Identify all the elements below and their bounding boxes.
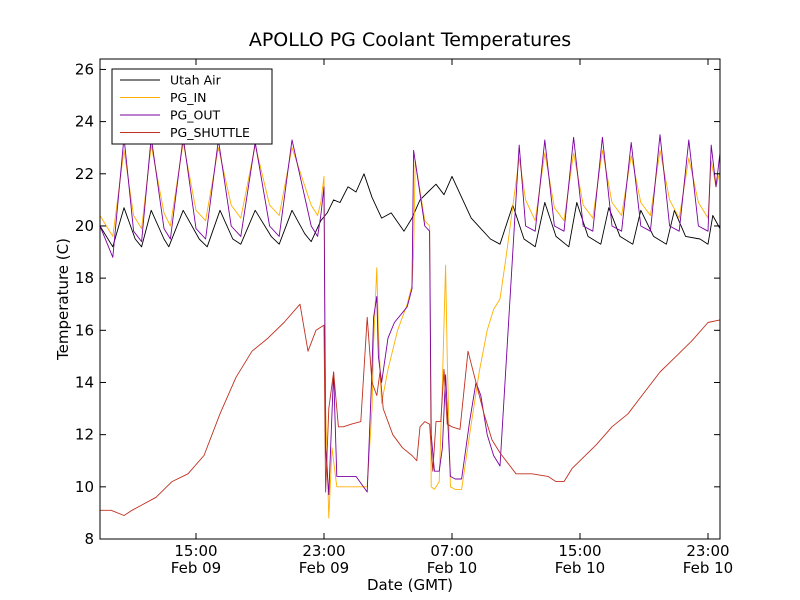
x-tick-label-time: 07:00 [430, 542, 473, 560]
series-layer [100, 134, 720, 519]
y-tick-label: 10 [75, 478, 94, 496]
y-tick-label: 14 [75, 373, 94, 391]
series-line-pg-shuttle [100, 303, 720, 516]
chart-title: APOLLO PG Coolant Temperatures [249, 29, 571, 51]
x-tick-label-date: Feb 09 [171, 559, 221, 577]
x-axis-label: Date (GMT) [367, 576, 453, 594]
y-tick-label: 18 [75, 269, 94, 287]
y-tick-label: 20 [75, 217, 94, 235]
x-tick-label-time: 23:00 [302, 542, 345, 560]
y-tick-label: 8 [84, 530, 94, 548]
series-line-utah-air [100, 173, 720, 248]
x-tick-label-date: Feb 09 [299, 559, 349, 577]
legend-box [111, 68, 273, 145]
y-tick-label: 26 [75, 60, 94, 78]
legend-label-pg-shuttle: PG_SHUTTLE [170, 125, 250, 140]
legend: Utah Air PG_IN PG_OUT PG_SHUTTLE [111, 68, 273, 145]
plot-area [99, 58, 721, 540]
x-tick-label-date: Feb 10 [683, 559, 733, 577]
x-tick-label-date: Feb 10 [427, 559, 477, 577]
y-tick-label: 12 [75, 426, 94, 444]
y-tick-label: 22 [75, 165, 94, 183]
x-tick-label-date: Feb 10 [555, 559, 605, 577]
legend-label-utah-air: Utah Air [170, 73, 222, 88]
legend-label-pg-in: PG_IN [170, 90, 207, 105]
x-tick-label-time: 15:00 [558, 542, 601, 560]
x-tick-label-time: 23:00 [686, 542, 729, 560]
legend-label-pg-out: PG_OUT [170, 108, 220, 123]
plot-frame [99, 58, 721, 540]
y-axis: 8 10 12 14 16 18 20 22 24 26 [75, 60, 720, 548]
series-line-pg-out [100, 134, 720, 496]
x-tick-label-time: 15:00 [174, 542, 217, 560]
y-tick-label: 24 [75, 113, 94, 131]
y-axis-label: Temperature (C) [54, 238, 72, 361]
y-tick-label: 16 [75, 321, 94, 339]
